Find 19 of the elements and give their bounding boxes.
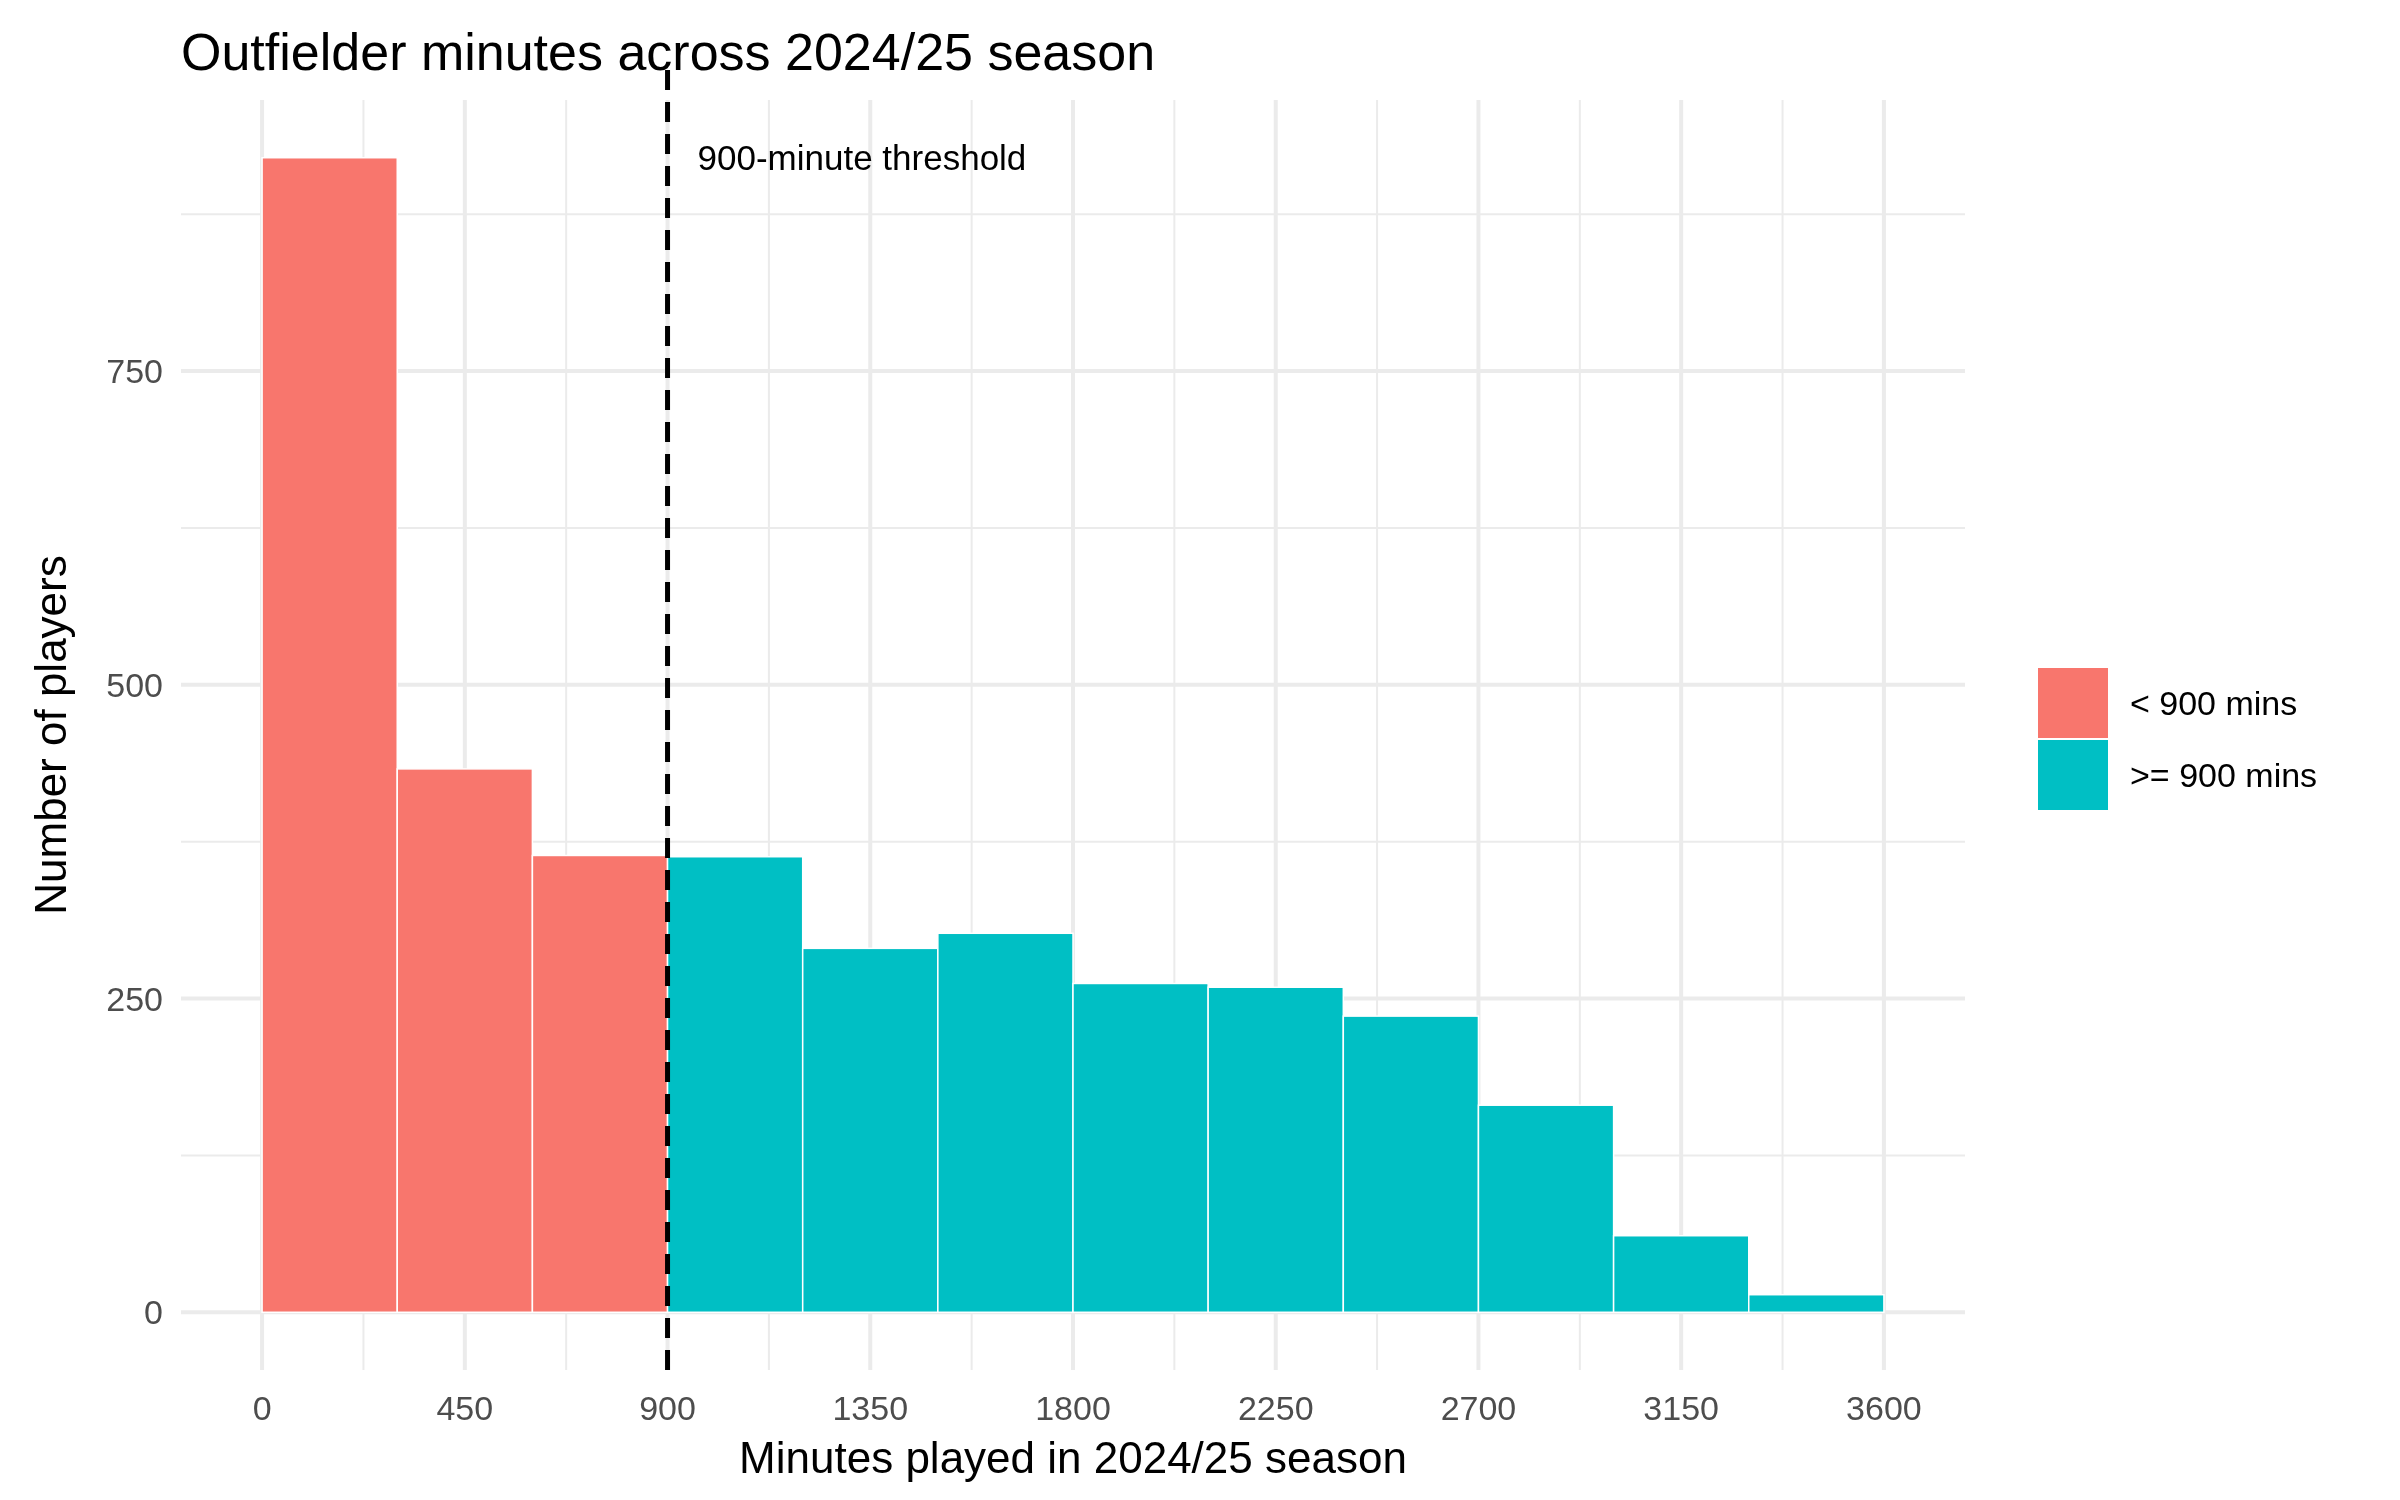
x-tick-label: 450 bbox=[436, 1389, 494, 1427]
y-tick-label: 500 bbox=[106, 665, 163, 704]
ref-line-label: 900-minute threshold bbox=[697, 138, 1027, 177]
x-tick-label: 900 bbox=[639, 1389, 696, 1427]
legend-label: >= 900 mins bbox=[2130, 756, 2318, 794]
y-tick-label: 750 bbox=[106, 352, 163, 391]
x-tick-label: 0 bbox=[252, 1389, 272, 1427]
y-tick-label: 250 bbox=[106, 979, 163, 1018]
x-tick-label: 3600 bbox=[1846, 1389, 1922, 1427]
x-tick-label: 2700 bbox=[1440, 1389, 1517, 1427]
y-tick-label: 0 bbox=[144, 1293, 163, 1332]
x-tick-label: 1350 bbox=[832, 1389, 909, 1427]
x-tick-label: 2250 bbox=[1237, 1389, 1314, 1427]
x-axis-title: Minutes played in 2024/25 season bbox=[739, 1433, 1407, 1482]
x-tick-label: 1800 bbox=[1035, 1389, 1111, 1427]
chart-title: Outfielder minutes across 2024/25 season bbox=[181, 23, 1156, 81]
y-axis-title: Number of players bbox=[26, 555, 75, 915]
x-tick-label: 3150 bbox=[1643, 1389, 1719, 1427]
legend-label: < 900 mins bbox=[2130, 684, 2298, 722]
